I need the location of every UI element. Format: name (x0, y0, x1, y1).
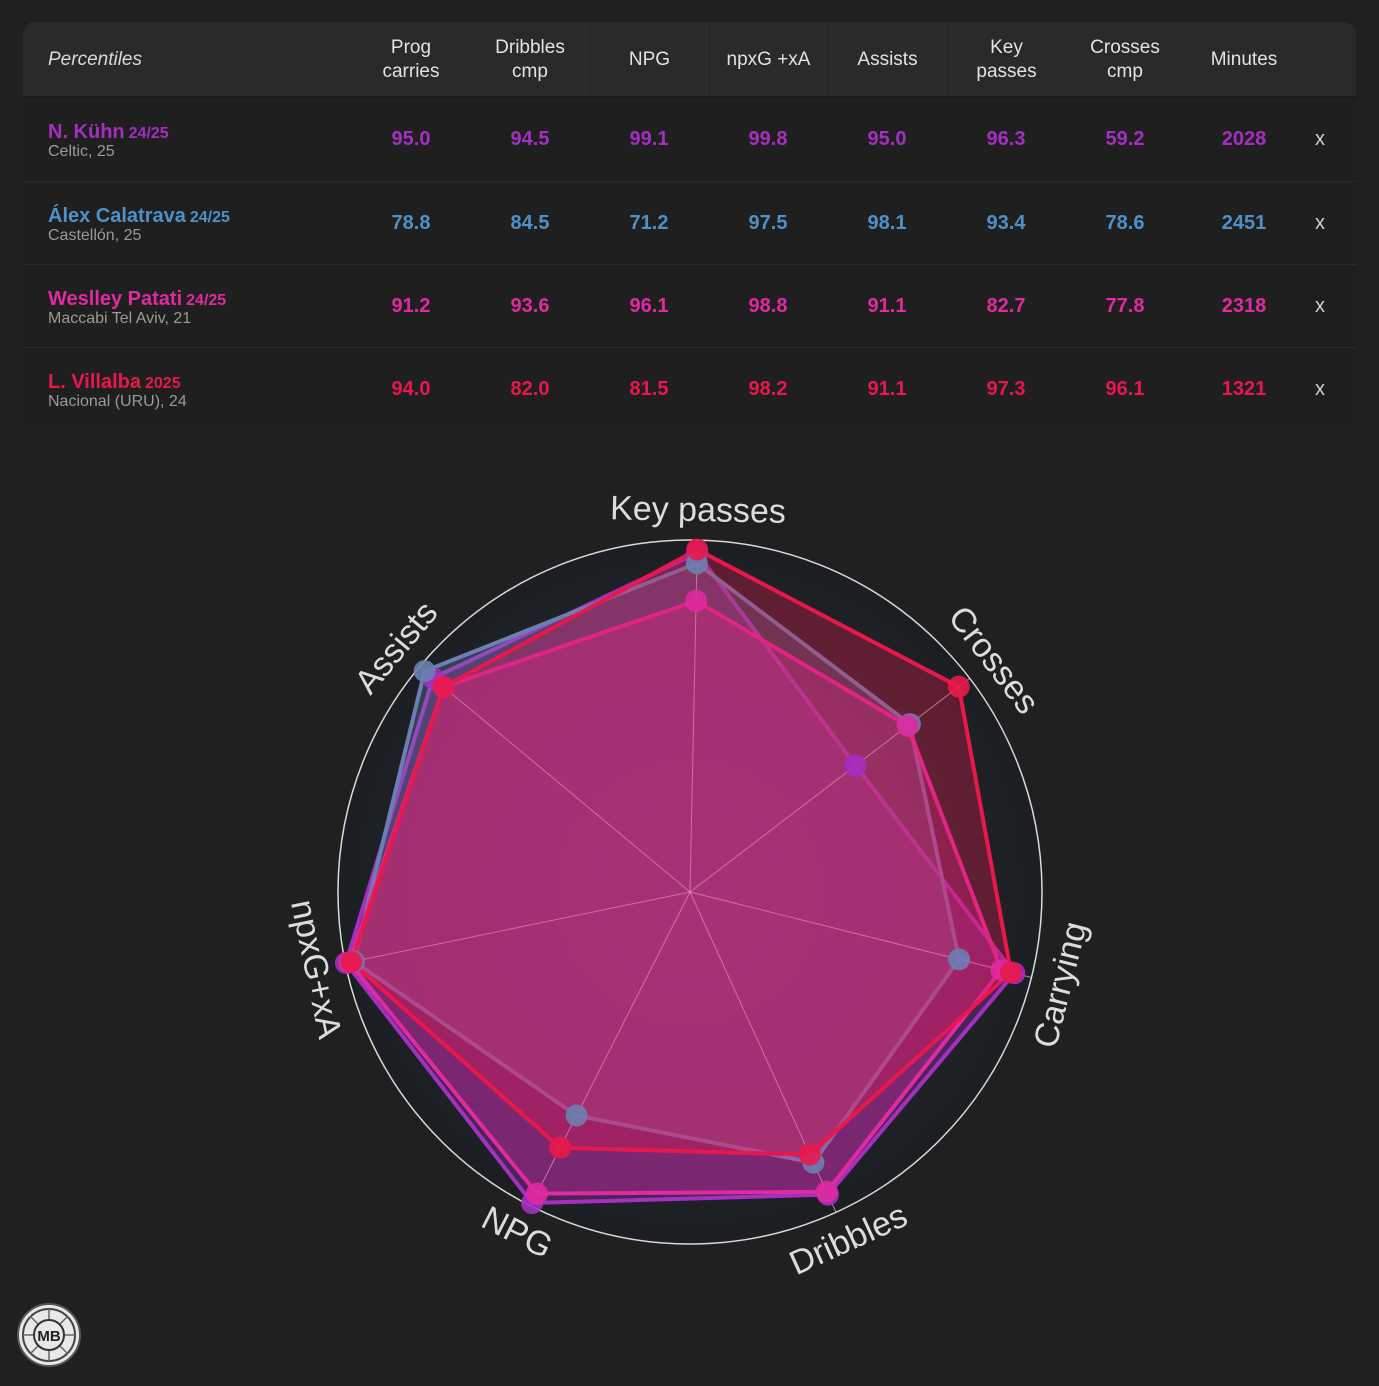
remove-player-button[interactable]: x (1315, 378, 1325, 400)
data-point (340, 950, 363, 973)
player-club: Nacional (URU), 24 (48, 393, 187, 410)
data-point (549, 1136, 572, 1159)
column-header[interactable]: Assists (828, 22, 946, 98)
player-name[interactable]: Weslley Patati 24/25 (48, 288, 227, 310)
player-name[interactable]: N. Kühn 24/25 (48, 121, 169, 143)
percentile-cell: 1321 (1221, 378, 1267, 400)
player-season: 24/25 (128, 125, 169, 142)
percentile-cell: 81.5 (629, 378, 669, 400)
player-club: Celtic, 25 (48, 143, 115, 160)
data-point (896, 714, 919, 737)
player-club: Maccabi Tel Aviv, 21 (48, 310, 192, 327)
percentile-cell: 96.1 (629, 295, 669, 317)
data-point (798, 1143, 821, 1166)
radar-spoke (689, 677, 971, 893)
percentile-cell: 59.2 (1105, 128, 1145, 150)
series-area-0 (343, 551, 1017, 1206)
player-season: 24/25 (186, 292, 227, 309)
percentile-cell: 94.5 (510, 128, 550, 150)
percentile-cell: 96.1 (1105, 378, 1145, 400)
percentile-cell: 94.0 (391, 378, 431, 400)
data-point (815, 1180, 838, 1203)
percentiles-table: Percentiles Prog carries Dribbles cmp NPG npx… (23, 22, 1356, 430)
percentile-cell: 71.2 (629, 212, 669, 234)
header-percentiles: Percentiles (48, 49, 142, 70)
percentile-cell: 84.5 (510, 212, 550, 234)
player-row: L. Villalba 2025 Nacional (URU), 24 94.0 82.… (23, 347, 1356, 430)
percentile-cell: 98.8 (748, 295, 788, 317)
percentile-cell: 82.7 (986, 295, 1026, 317)
radar-spoke-overlay (689, 677, 971, 893)
radar-spoke (689, 891, 1032, 978)
percentile-cell: 97.5 (748, 212, 788, 234)
data-point (948, 948, 971, 971)
data-point (432, 675, 455, 698)
percentile-cell: 99.1 (629, 128, 669, 150)
percentile-cell: 98.1 (867, 212, 907, 234)
percentile-cell: 2451 (1221, 212, 1267, 234)
column-header[interactable]: NPG (590, 22, 708, 98)
percentile-cell: 77.8 (1105, 295, 1145, 317)
player-name[interactable]: L. Villalba 2025 (48, 371, 181, 393)
percentile-cell: 78.8 (391, 212, 431, 234)
percentile-cell: 91.1 (867, 378, 907, 400)
percentile-cell: 95.0 (391, 128, 431, 150)
table-header: Percentiles Prog carries Dribbles cmp NPG npx… (23, 22, 1356, 98)
radar-spoke-overlay (419, 666, 691, 893)
data-point (999, 961, 1022, 984)
series-area-1 (351, 561, 962, 1165)
percentile-cell: 96.3 (986, 128, 1026, 150)
column-header[interactable]: Prog carries (382, 37, 440, 82)
player-row: Álex Calatrava 24/25 Castellón, 25 78.8 84.5… (23, 181, 1356, 264)
player-season: 24/25 (189, 209, 230, 226)
percentile-cell: 97.3 (986, 378, 1026, 400)
percentile-cell: 91.1 (867, 295, 907, 317)
radar-spoke (345, 891, 691, 964)
remove-player-button[interactable]: x (1315, 212, 1325, 234)
player-row: Weslley Patati 24/25 Maccabi Tel Aviv, 21 9… (23, 264, 1356, 347)
remove-player-button[interactable]: x (1315, 128, 1325, 150)
data-point (947, 675, 970, 698)
column-header[interactable]: Dribbles cmp (495, 37, 565, 82)
percentile-cell: 99.8 (748, 128, 788, 150)
column-header[interactable]: Crosses cmp (1090, 37, 1160, 82)
data-point (685, 589, 708, 612)
percentile-cell: 2028 (1221, 128, 1267, 150)
player-row: N. Kühn 24/25 Celtic, 25 95.0 94.5 99.1 99.8 95… (23, 98, 1356, 181)
data-point (525, 1182, 548, 1205)
data-point (413, 660, 436, 683)
mb-logo: MB (16, 1302, 82, 1373)
logo-text: MB (37, 1328, 60, 1345)
axis-label: Key passes (610, 489, 787, 531)
radar-spoke (419, 666, 691, 893)
percentile-cell: 95.0 (867, 128, 907, 150)
percentile-cell: 98.2 (748, 378, 788, 400)
player-club: Castellón, 25 (48, 227, 142, 244)
data-point (844, 754, 867, 777)
player-season: 2025 (145, 375, 181, 392)
data-point (565, 1104, 588, 1127)
percentile-cell: 78.6 (1105, 212, 1145, 234)
percentile-cell: 93.4 (986, 212, 1026, 234)
player-name[interactable]: Álex Calatrava 24/25 (48, 205, 230, 227)
percentile-cell: 82.0 (510, 378, 550, 400)
percentile-cell: 2318 (1221, 295, 1267, 317)
remove-player-button[interactable]: x (1315, 295, 1325, 317)
radar-spoke-overlay (345, 891, 691, 964)
data-point (686, 538, 709, 561)
percentile-cell: 93.6 (510, 295, 550, 317)
series-area-3 (349, 547, 1013, 1157)
column-header[interactable]: npxG +xA (709, 22, 827, 98)
radar-outer-circle (337, 539, 1043, 1245)
radar-spoke-overlay (689, 891, 1032, 978)
percentile-cell: 91.2 (391, 295, 431, 317)
column-header[interactable]: Minutes (1210, 49, 1278, 70)
column-header[interactable]: Key passes (947, 22, 1065, 98)
